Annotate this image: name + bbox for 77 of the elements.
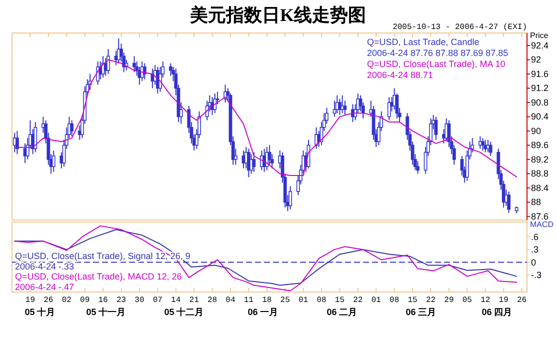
y-tick-label: 88 [531, 197, 542, 208]
y-tick-label: 0 [531, 257, 536, 268]
y-tick-label: .6 [531, 232, 539, 242]
candlestick [213, 93, 217, 114]
y-tick-label: 89.6 [531, 140, 549, 150]
x-tick-label: 19 [498, 296, 509, 305]
x-tick-label: 25 [280, 296, 290, 305]
x-tick-label: 16 [98, 296, 108, 305]
chart-subtitle: 2005-10-13 - 2006-4-27 (EXI) [392, 23, 527, 32]
y-tick-label: 90 [531, 126, 542, 136]
text: 05 十月 [24, 307, 56, 317]
series-label: Q=USD, Close(Last Trade), MACD 12, 26 [15, 272, 182, 282]
y-tick-label: .3 [531, 244, 539, 255]
x-tick-label: 15 [408, 296, 418, 305]
y-axis-title: MACD [530, 220, 554, 229]
x-tick-label: 18 [262, 296, 272, 305]
x-tick-label: 23 [116, 296, 126, 305]
x-tick-label: 07 [152, 296, 163, 305]
annotation: 2006-4-24 87.76 87.88 87.69 87.85 [367, 48, 508, 58]
x-tick-label: 28 [207, 296, 218, 305]
y-tick-label: -.3 [531, 270, 542, 280]
annotation: 2006-4-24 -.33 [15, 261, 74, 272]
candlestick [481, 138, 484, 152]
text: 06 三月 [406, 307, 436, 317]
y-tick-label: 90.4 [531, 112, 549, 122]
candlestick [16, 130, 19, 155]
candlestick [387, 96, 391, 121]
annotation: 2006-4-24 88.71 [367, 70, 434, 80]
x-tick-label: 01 [298, 296, 308, 305]
x-tick-label: 01 [371, 296, 382, 305]
candlestick [132, 56, 136, 73]
x-tick-label: 04 [226, 296, 236, 305]
candlestick [488, 141, 492, 156]
y-tick-label: 91.2 [531, 83, 549, 94]
candlestick [507, 191, 510, 214]
x-tick-label: 12 [480, 296, 490, 305]
candlestick [70, 120, 74, 137]
x-tick-label: 30 [134, 296, 144, 305]
chart-title: 美元指数日K线走势图 [188, 5, 366, 25]
y-tick-label: 91.6 [531, 68, 549, 79]
annotation: Q=USD, Last Trade, Candle [367, 37, 480, 47]
x-tick-label: 08 [390, 296, 400, 305]
annotation: 2006-4-24 -.47 [15, 282, 74, 292]
x-tick-label: 11 [244, 296, 254, 305]
y-tick-label: 92.4 [531, 40, 549, 50]
y-tick-label: 90.8 [531, 97, 549, 108]
candlestick [142, 62, 146, 80]
x-tick-label: 09 [80, 296, 90, 305]
x-tick-label: 26 [516, 296, 527, 305]
x-tick-label: 02 [62, 296, 72, 305]
y-axis-title: Price [530, 31, 549, 40]
x-tick-label: 29 [444, 296, 454, 305]
x-tick-label: 15 [334, 296, 345, 305]
text: 06 一月 [248, 307, 278, 317]
y-tick-label: 87.6 [531, 211, 549, 222]
y-tick-label: 88.4 [531, 182, 549, 193]
x-tick-label: 14 [171, 296, 181, 305]
x-tick-label: 08 [316, 296, 327, 305]
text: 06 四月 [482, 307, 512, 317]
x-tick-label: 22 [426, 296, 436, 305]
y-tick-label: 89.2 [531, 154, 549, 164]
text: 06 二月 [326, 307, 358, 317]
candlestick [52, 150, 56, 172]
x-tick-label: 26 [44, 296, 54, 305]
text: Q=USD, Close(Last Trade), MA 10 [367, 59, 506, 69]
text: 05 十一月 [86, 307, 126, 317]
x-tick-label: 19 [25, 296, 36, 305]
y-tick-label: 88.8 [531, 168, 549, 179]
y-tick-label: 92 [531, 54, 542, 65]
candlestick [252, 152, 256, 172]
candlestick [106, 48, 110, 74]
x-tick-label: 22 [353, 296, 363, 305]
text: 05 十二月 [164, 307, 204, 317]
candlestick [34, 122, 38, 153]
x-tick-label: 21 [189, 296, 200, 305]
candlestick [338, 98, 342, 116]
x-tick-label: 05 [462, 296, 472, 305]
